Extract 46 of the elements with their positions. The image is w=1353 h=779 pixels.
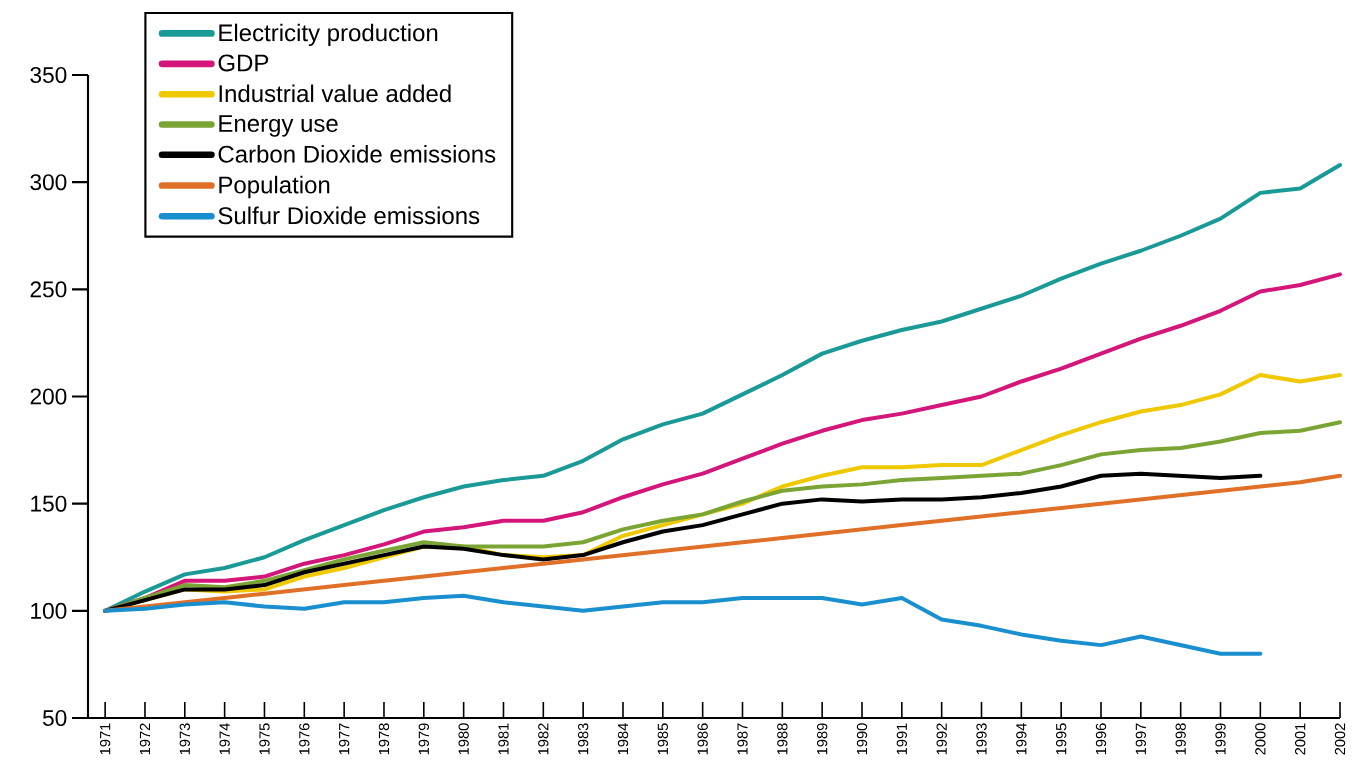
y-tick-label: 300 bbox=[30, 174, 67, 191]
x-tick-label: 1984 bbox=[617, 723, 629, 755]
y-tick-label: 350 bbox=[30, 66, 67, 84]
legend-label: Electricity production bbox=[219, 23, 438, 47]
x-tick-label: 1993 bbox=[976, 723, 987, 755]
x-tick-label: 1988 bbox=[777, 723, 788, 755]
x-tick-label: 2001 bbox=[1295, 723, 1306, 755]
x-tick-label: 1989 bbox=[816, 723, 828, 755]
x-tick-label: 1981 bbox=[498, 723, 509, 755]
x-tick-label: 1980 bbox=[458, 723, 469, 755]
y-tick-label: 100 bbox=[31, 602, 67, 619]
legend-label: Sulfur Dioxide emissions bbox=[218, 206, 480, 225]
y-tick-label: 250 bbox=[30, 281, 67, 298]
x-tick-label: 1991 bbox=[896, 723, 908, 755]
x-tick-label: 1990 bbox=[856, 723, 868, 755]
legend-label: Carbon Dioxide emissions bbox=[218, 145, 496, 163]
x-tick-label: 1973 bbox=[179, 723, 190, 755]
y-tick-label: 50 bbox=[42, 709, 67, 727]
x-tick-label: 1985 bbox=[657, 723, 669, 755]
x-tick-label: 1986 bbox=[697, 723, 708, 755]
x-tick-label: 1994 bbox=[1016, 723, 1027, 755]
x-tick-label: 1995 bbox=[1055, 723, 1067, 755]
x-tick-label: 1987 bbox=[737, 723, 748, 755]
x-tick-label: 1971 bbox=[99, 723, 111, 755]
x-tick-label: 1998 bbox=[1175, 723, 1186, 755]
x-tick-label: 1999 bbox=[1215, 723, 1226, 755]
x-tick-label: 1977 bbox=[338, 723, 350, 755]
x-tick-label: 1979 bbox=[418, 723, 430, 755]
x-tick-label: 1983 bbox=[577, 723, 589, 755]
legend-label: GDP bbox=[218, 54, 269, 72]
x-tick-label: 1978 bbox=[378, 723, 390, 755]
y-tick-label: 200 bbox=[30, 388, 67, 405]
legend-label: Population bbox=[219, 175, 330, 199]
x-tick-label: 1992 bbox=[936, 723, 947, 755]
x-tick-label: 2000 bbox=[1255, 723, 1266, 755]
x-tick-label: 2002 bbox=[1334, 723, 1346, 755]
y-tick-label: 150 bbox=[31, 495, 67, 512]
x-tick-label: 1975 bbox=[259, 723, 270, 755]
x-tick-label: 1996 bbox=[1095, 723, 1107, 755]
legend-label: Energy use bbox=[219, 115, 338, 137]
x-tick-label: 1974 bbox=[219, 723, 230, 755]
x-tick-label: 1976 bbox=[299, 723, 310, 755]
x-tick-label: 1997 bbox=[1135, 723, 1147, 755]
legend-label: Industrial value added bbox=[219, 84, 451, 103]
x-tick-label: 1972 bbox=[139, 723, 151, 755]
x-tick-label: 1982 bbox=[538, 723, 549, 755]
